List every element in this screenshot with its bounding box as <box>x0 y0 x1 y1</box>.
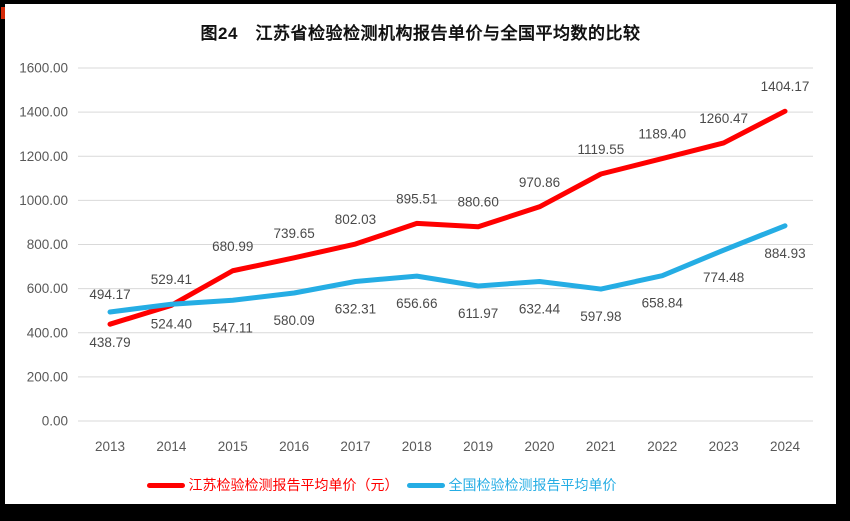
line-chart: 0.00 200.00 400.00 600.00 800.00 1000.00 1200.… <box>19 61 813 454</box>
data-label: 656.66 <box>396 296 437 311</box>
y-tick-label: 1400.00 <box>19 105 68 120</box>
data-label: 884.93 <box>764 246 805 261</box>
data-label: 438.79 <box>89 335 130 350</box>
x-tick-label: 2013 <box>95 439 125 454</box>
document-page: 图24 江苏省检验检测机构报告单价与全国平均数的比较 0.00 200.00 400… <box>5 4 836 504</box>
data-label: 774.48 <box>703 270 744 285</box>
y-tick-label: 200.00 <box>27 369 68 384</box>
chart-legend: 江苏检验检测报告平均单价（元） 全国检验检测报告平均单价 <box>5 473 836 497</box>
data-label: 524.40 <box>151 316 192 331</box>
data-label: 1404.17 <box>761 79 810 94</box>
series-line-national <box>107 223 788 315</box>
legend-line-sample-blue-icon <box>406 482 445 488</box>
x-tick-label: 2020 <box>525 439 555 454</box>
data-label: 1189.40 <box>638 127 686 142</box>
data-label: 529.41 <box>151 272 192 287</box>
data-label: 880.60 <box>458 195 499 210</box>
data-label: 1119.55 <box>578 142 625 157</box>
series-line-jiangsu <box>107 108 788 327</box>
legend-label-national: 全国检验检测报告平均单价 <box>448 477 617 493</box>
data-label: 494.17 <box>89 287 130 302</box>
x-tick-label: 2023 <box>709 439 739 454</box>
y-tick-label: 600.00 <box>27 281 68 296</box>
y-tick-label: 0.00 <box>42 414 68 429</box>
data-label: 580.09 <box>273 313 314 328</box>
x-tick-label: 2022 <box>647 439 677 454</box>
data-label: 802.03 <box>335 212 376 227</box>
y-tick-label: 400.00 <box>27 325 68 340</box>
y-tick-label: 1000.00 <box>19 193 68 208</box>
data-label: 632.44 <box>519 301 561 316</box>
legend-line-sample-red-icon <box>146 482 185 488</box>
legend-item-jiangsu: 江苏检验检测报告平均单价（元） <box>146 475 399 495</box>
data-label: 658.84 <box>642 296 684 311</box>
legend-item-national: 全国检验检测报告平均单价 <box>406 475 617 495</box>
corner-marker <box>1 7 5 19</box>
chart-title: 图24 江苏省检验检测机构报告单价与全国平均数的比较 <box>200 24 641 43</box>
x-tick-label: 2019 <box>463 439 493 454</box>
x-tick-label: 2017 <box>340 439 370 454</box>
x-tick-label: 2014 <box>156 439 187 454</box>
x-tick-label: 2018 <box>402 439 432 454</box>
legend-label-jiangsu: 江苏检验检测报告平均单价（元） <box>188 477 399 493</box>
data-label: 680.99 <box>212 239 253 254</box>
x-tick-label: 2024 <box>770 439 801 454</box>
x-tick-label: 2015 <box>218 439 248 454</box>
data-label: 611.97 <box>458 306 498 321</box>
data-label: 895.51 <box>396 191 437 206</box>
data-label: 1260.47 <box>699 111 748 126</box>
y-tick-label: 800.00 <box>27 237 68 252</box>
y-tick-label: 1200.00 <box>19 149 68 164</box>
y-tick-label: 1600.00 <box>19 61 68 76</box>
data-label: 739.65 <box>273 226 314 241</box>
data-label: 597.98 <box>580 309 621 324</box>
x-tick-label: 2021 <box>586 439 616 454</box>
x-tick-label: 2016 <box>279 439 309 454</box>
data-label: 632.31 <box>335 301 376 316</box>
data-label: 970.86 <box>519 175 560 190</box>
data-label: 547.11 <box>213 320 253 335</box>
